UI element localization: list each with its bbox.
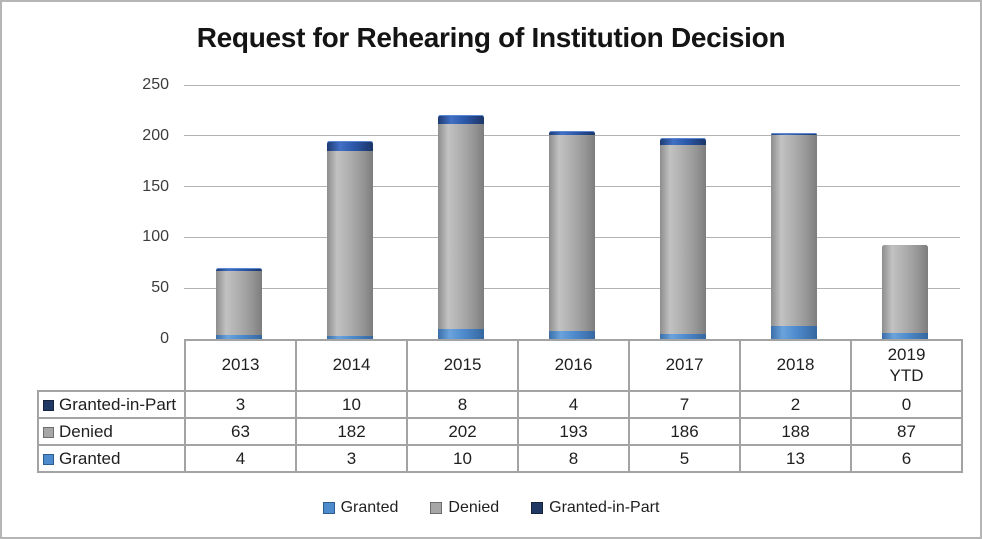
row-label-granted-in-part: Granted-in-Part	[37, 390, 186, 419]
table-cell: 8	[517, 444, 630, 473]
bar-segment-gip	[216, 267, 263, 271]
bar-2019-ytd	[881, 85, 928, 339]
granted-in-part-swatch-icon	[43, 399, 54, 411]
gridline	[184, 84, 960, 86]
y-axis-tick-label: 150	[142, 177, 169, 195]
legend-label: Granted-in-Part	[549, 499, 660, 516]
column-header-2014: 2014	[295, 339, 408, 392]
chart-legend: Granted Denied Granted-in-Part	[2, 499, 980, 517]
legend-label: Granted	[340, 499, 399, 516]
table-row-granted: Granted 4 3 10 8 5 13 6	[37, 444, 963, 473]
denied-swatch-icon	[43, 426, 54, 438]
y-axis-tick-label: 0	[160, 330, 169, 347]
bar-segment-granted	[549, 330, 595, 339]
column-header-2019-ytd: 2019 YTD	[850, 339, 963, 392]
table-cell: 10	[295, 390, 408, 419]
plot-area	[184, 84, 960, 339]
bar-segment-denied	[438, 123, 485, 329]
column-header-2013: 2013	[184, 339, 297, 392]
legend-item-granted: Granted	[322, 499, 399, 517]
bar-segment-denied	[549, 134, 595, 331]
y-axis-tick-label: 50	[151, 279, 169, 297]
bar-segment-gip	[549, 130, 595, 135]
y-axis-tick-label: 250	[142, 76, 169, 93]
bar-segment-granted	[881, 332, 928, 339]
bar-segment-denied	[659, 144, 706, 334]
table-header-row: 2013 2014 2015 2016 2017 2018 2019 YTD	[38, 339, 963, 392]
bar-segment-granted	[438, 328, 485, 339]
granted-legend-swatch-icon	[322, 502, 335, 514]
bar-segment-granted	[659, 333, 706, 339]
table-cell: 3	[184, 390, 297, 419]
row-label-granted: Granted	[37, 444, 186, 473]
table-cell: 13	[739, 444, 852, 473]
table-cell: 188	[739, 417, 852, 446]
row-label-text: Granted-in-Part	[59, 394, 177, 414]
row-label-denied: Denied	[37, 417, 186, 446]
bar-segment-gip	[438, 115, 485, 124]
table-cell: 6	[850, 444, 963, 473]
y-axis-labels: 0 50 100 150 200 250	[2, 76, 169, 347]
table-cell: 182	[295, 417, 408, 446]
table-cell: 186	[628, 417, 741, 446]
bar-2014	[327, 85, 374, 339]
table-cell: 87	[850, 417, 963, 446]
chart-title: Request for Rehearing of Institution Dec…	[196, 22, 786, 53]
bar-segment-gip	[770, 132, 817, 135]
table-cell: 5	[628, 444, 741, 473]
bar-segment-gip	[659, 137, 706, 145]
table-cell: 7	[628, 390, 741, 419]
table-row-granted-in-part: Granted-in-Part 3 10 8 4 7 2 0	[37, 390, 963, 419]
table-cell: 2	[739, 390, 852, 419]
bar-segment-granted	[770, 325, 817, 339]
data-table: 2013 2014 2015 2016 2017 2018 2019 YTD G…	[37, 339, 963, 473]
table-cell: 4	[517, 390, 630, 419]
bar-segment-denied	[327, 151, 374, 336]
bar-segment-denied	[216, 270, 263, 335]
column-header-2016: 2016	[517, 339, 630, 392]
bar-2013	[216, 85, 263, 339]
granted-in-part-legend-swatch-icon	[531, 502, 544, 514]
table-corner-cell	[38, 340, 185, 391]
bar-2018	[770, 85, 817, 339]
legend-item-granted-in-part: Granted-in-Part	[531, 499, 659, 517]
table-cell: 8	[406, 390, 519, 419]
y-axis-tick-label: 200	[142, 126, 169, 144]
table-cell: 10	[406, 444, 519, 473]
legend-item-denied: Denied	[430, 499, 499, 517]
granted-swatch-icon	[43, 453, 54, 465]
row-label-text: Denied	[59, 421, 113, 441]
legend-label: Denied	[448, 499, 500, 516]
bar-2016	[549, 85, 595, 339]
bar-segment-denied	[770, 134, 817, 326]
bar-2017	[659, 85, 706, 339]
denied-legend-swatch-icon	[430, 502, 443, 514]
bar-segment-gip	[327, 140, 374, 152]
y-axis-tick-label: 100	[142, 228, 169, 246]
row-label-text: Granted	[59, 448, 121, 468]
table-cell: 63	[184, 417, 297, 446]
bar-segment-granted	[327, 335, 374, 339]
table-cell: 3	[295, 444, 408, 473]
table-cell: 202	[406, 417, 519, 446]
bar-segment-granted	[216, 334, 263, 339]
column-header-2017: 2017	[628, 339, 741, 392]
table-cell: 193	[517, 417, 630, 446]
bar-2015	[438, 85, 485, 339]
column-header-2018: 2018	[739, 339, 852, 392]
table-row-denied: Denied 63 182 202 193 186 188 87	[37, 417, 963, 446]
bar-segment-denied	[881, 244, 928, 333]
table-cell: 4	[184, 444, 297, 473]
column-header-2015: 2015	[406, 339, 519, 392]
table-cell: 0	[850, 390, 963, 419]
